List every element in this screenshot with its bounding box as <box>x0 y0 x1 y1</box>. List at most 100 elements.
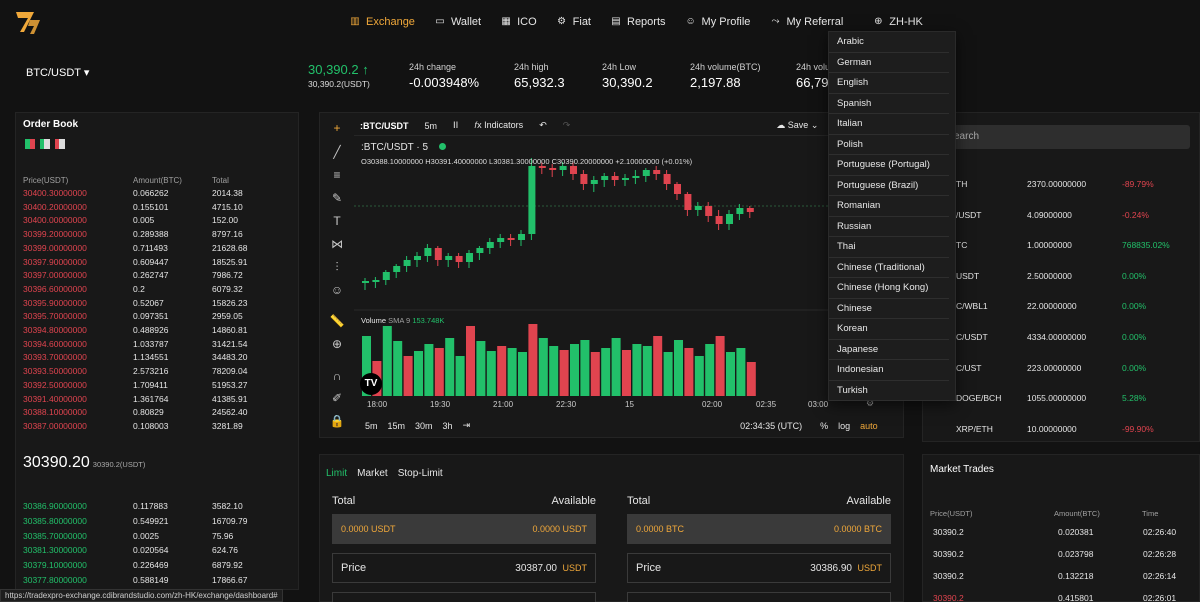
goto-date-icon[interactable]: ⇥ <box>462 420 471 430</box>
ob-row[interactable]: 30400.20000000 0.155101 4715.10 <box>23 202 253 214</box>
market-row[interactable]: /USDT 4.09000000 -0.24% <box>928 210 1198 224</box>
nav-item-fiat[interactable]: ⚙ Fiat <box>557 14 591 30</box>
buy-price-input[interactable]: Price 30387.00 USDT <box>332 553 596 583</box>
ob-row[interactable]: 30388.10000000 0.80829 24562.40 <box>23 407 253 419</box>
ob-row[interactable]: 30386.90000000 0.117883 3582.10 <box>23 501 253 513</box>
language-option[interactable]: Japanese <box>829 340 949 360</box>
save-button[interactable]: ☁ Save ⌄ <box>776 120 818 131</box>
view-asks-icon[interactable] <box>55 139 65 149</box>
ob-row[interactable]: 30399.20000000 0.289388 8797.16 <box>23 229 253 241</box>
trend-line-icon[interactable]: ╱ <box>333 145 341 159</box>
market-row[interactable]: TH 2370.00000000 -89.79% <box>928 179 1198 193</box>
language-option[interactable]: Spanish <box>829 94 949 114</box>
lock-icon[interactable]: 🔒 <box>329 414 345 428</box>
market-row[interactable]: C/UST 223.00000000 0.00% <box>928 363 1198 377</box>
nav-item-reports[interactable]: ▤ Reports <box>611 14 665 30</box>
buy-amount-input[interactable] <box>332 592 596 602</box>
view-bids-icon[interactable] <box>40 139 50 149</box>
magnet-icon[interactable]: ∩ <box>332 369 342 383</box>
emoji-icon[interactable]: ☺ <box>330 283 344 297</box>
pair-selector[interactable]: BTC/USDT ▾ <box>26 66 89 79</box>
ob-row[interactable]: 30392.50000000 1.709411 51953.27 <box>23 380 253 392</box>
brand-logo-icon[interactable] <box>12 6 44 38</box>
language-option[interactable]: Turkish <box>829 381 949 401</box>
language-option[interactable]: Polish <box>829 135 949 155</box>
range-30m[interactable]: 30m <box>415 420 433 431</box>
ob-row[interactable]: 30379.10000000 0.226469 6879.92 <box>23 560 253 572</box>
ob-row[interactable]: 30391.40000000 1.361764 41385.91 <box>23 394 253 406</box>
ob-row[interactable]: 30381.30000000 0.020564 624.76 <box>23 545 253 557</box>
ob-row[interactable]: 30397.00000000 0.262747 7986.72 <box>23 270 253 282</box>
market-search-input[interactable]: earch <box>930 125 1190 149</box>
market-row[interactable]: DOGE/BCH 1055.00000000 5.28% <box>928 393 1198 407</box>
prediction-icon[interactable]: ⫶ <box>335 260 339 274</box>
nav-item-my-profile[interactable]: ☺ My Profile <box>686 14 751 30</box>
language-option[interactable]: Chinese (Traditional) <box>829 258 949 278</box>
ob-row[interactable]: 30393.50000000 2.573216 78209.04 <box>23 366 253 378</box>
crosshair-icon[interactable]: + <box>333 121 341 135</box>
market-row[interactable]: C/WBL1 22.00000000 0.00% <box>928 301 1198 315</box>
nav-item-ico[interactable]: ▦ ICO <box>501 14 536 30</box>
redo-icon[interactable]: ↷ <box>562 120 571 130</box>
ob-row[interactable]: 30393.70000000 1.134551 34483.20 <box>23 352 253 364</box>
ob-row[interactable]: 30394.80000000 0.488926 14860.81 <box>23 325 253 337</box>
ob-row[interactable]: 30385.80000000 0.549921 16709.79 <box>23 516 253 528</box>
brush-icon[interactable]: ✎ <box>331 191 343 205</box>
language-option[interactable]: Chinese (Hong Kong) <box>829 278 949 299</box>
price-chart[interactable] <box>354 138 834 410</box>
range-15m[interactable]: 15m <box>387 420 406 431</box>
sell-price-input[interactable]: Price 30386.90 USDT <box>627 553 891 583</box>
language-option[interactable]: Portuguese (Brazil) <box>829 176 949 196</box>
chart-symbol[interactable]: :BTC/USDT <box>360 120 409 131</box>
percent-toggle[interactable]: % <box>820 420 829 431</box>
language-option[interactable]: Chinese <box>829 299 949 319</box>
language-option[interactable]: English <box>829 73 949 94</box>
sell-amount-input[interactable] <box>627 592 891 602</box>
language-option[interactable]: Russian <box>829 217 949 237</box>
language-option[interactable]: Portuguese (Portugal) <box>829 155 949 176</box>
market-row[interactable]: TC 1.00000000 768835.02% <box>928 240 1198 254</box>
nav-item-wallet[interactable]: ▭ Wallet <box>435 14 481 30</box>
language-option[interactable]: German <box>829 53 949 73</box>
tab-stop-limit[interactable]: Stop-Limit <box>397 468 443 479</box>
language-option[interactable]: Romanian <box>829 196 949 217</box>
log-toggle[interactable]: log <box>838 420 851 431</box>
language-option[interactable]: Indonesian <box>829 360 949 381</box>
pencil-lock-icon[interactable]: ✐ <box>331 391 343 405</box>
ob-row[interactable]: 30396.60000000 0.2 6079.32 <box>23 284 253 296</box>
pattern-icon[interactable]: ⋈ <box>331 237 343 251</box>
nav-item-zh-hk[interactable]: ⊕ ZH-HK <box>873 14 923 30</box>
auto-toggle[interactable]: auto <box>860 420 878 431</box>
ob-row[interactable]: 30395.90000000 0.52067 15826.23 <box>23 298 253 310</box>
chart-settings-icon[interactable]: ⚙ <box>866 398 875 408</box>
tab-market[interactable]: Market <box>357 468 388 479</box>
tradingview-logo-icon[interactable]: TV <box>360 373 382 395</box>
text-tool-icon[interactable]: T <box>333 214 341 228</box>
range-3h[interactable]: 3h <box>442 420 453 431</box>
nav-item-my-referral[interactable]: ⤳ My Referral <box>770 14 843 30</box>
ob-row[interactable]: 30394.60000000 1.033787 31421.54 <box>23 339 253 351</box>
ob-row[interactable]: 30377.80000000 0.588149 17866.67 <box>23 575 253 587</box>
tab-limit[interactable]: Limit <box>326 468 348 479</box>
language-option[interactable]: Korean <box>829 319 949 340</box>
chart-interval[interactable]: 5m <box>424 120 438 131</box>
market-row[interactable]: C/USDT 4334.00000000 0.00% <box>928 332 1198 346</box>
view-both-icon[interactable] <box>25 139 35 149</box>
ob-row[interactable]: 30387.00000000 0.108003 3281.89 <box>23 421 253 433</box>
nav-item-exchange[interactable]: ▥ Exchange <box>350 14 415 30</box>
market-row[interactable]: USDT 2.50000000 0.00% <box>928 271 1198 285</box>
ob-row[interactable]: 30400.30000000 0.066262 2014.38 <box>23 188 253 200</box>
language-option[interactable]: Arabic <box>829 32 949 53</box>
ob-row[interactable]: 30385.70000000 0.0025 75.96 <box>23 531 253 543</box>
undo-icon[interactable]: ↶ <box>539 120 547 130</box>
indicators-button[interactable]: 𝑓x Indicators <box>474 120 523 131</box>
candle-type-icon[interactable]: ⅠⅠ <box>453 120 459 130</box>
fib-icon[interactable]: ≡ <box>333 168 341 182</box>
zoom-in-icon[interactable]: ⊕ <box>331 337 343 351</box>
ob-row[interactable]: 30400.00000000 0.005 152.00 <box>23 215 253 227</box>
ob-row[interactable]: 30397.90000000 0.609447 18525.91 <box>23 257 253 269</box>
range-5m[interactable]: 5m <box>365 420 378 431</box>
language-option[interactable]: Thai <box>829 237 949 258</box>
ob-row[interactable]: 30399.00000000 0.711493 21628.68 <box>23 243 253 255</box>
ruler-icon[interactable]: 📏 <box>329 314 345 328</box>
